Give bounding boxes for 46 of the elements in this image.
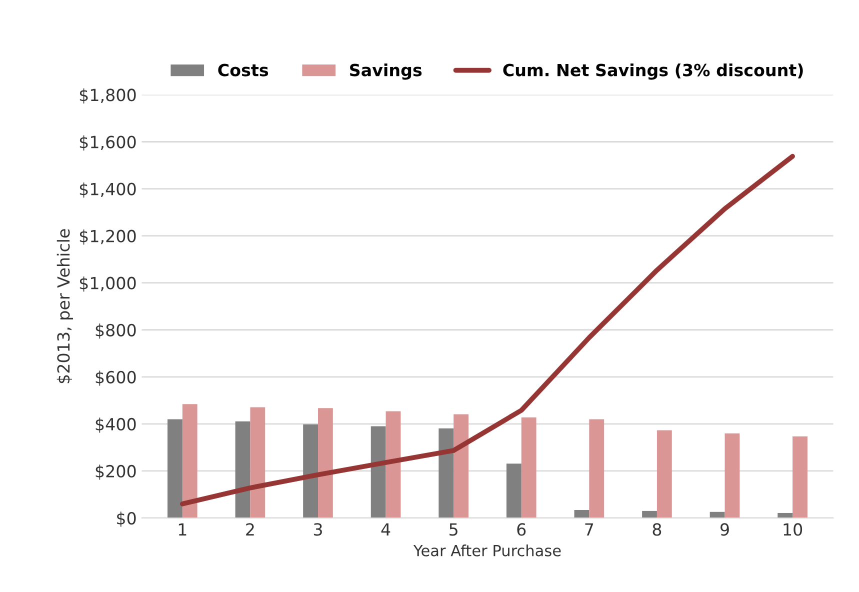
y-tick-label: $600 — [96, 370, 136, 386]
bar — [182, 404, 198, 518]
y-tick-label: $1,400 — [80, 182, 136, 198]
bar — [454, 414, 468, 518]
bar — [521, 417, 536, 518]
bar — [235, 421, 250, 518]
y-tick-label: $1,200 — [80, 229, 136, 245]
bar — [303, 424, 318, 518]
bar — [438, 428, 454, 518]
bar — [250, 407, 266, 518]
x-tick-label: 8 — [652, 523, 662, 536]
bar — [574, 510, 590, 518]
bar — [318, 408, 333, 518]
y-axis-title: $2013, per Vehicle — [56, 229, 73, 384]
legend-label: Costs — [218, 64, 268, 76]
legend-label: Savings — [350, 63, 422, 80]
x-axis-title: Year After Purchase — [413, 544, 561, 556]
y-tick-label: $1,800 — [80, 88, 136, 104]
line-series — [180, 154, 795, 506]
bar — [386, 411, 401, 518]
y-tick-label: $1,000 — [80, 276, 136, 292]
x-tick-label: 5 — [450, 523, 458, 536]
x-tick-label: 4 — [381, 523, 390, 536]
x-tick-label: 1 — [178, 523, 186, 536]
x-tick-label: 10 — [784, 523, 802, 536]
x-tick-label: 2 — [246, 523, 254, 536]
y-tick-label: $800 — [96, 324, 136, 339]
bar — [710, 512, 725, 518]
x-tick-label: 6 — [517, 523, 526, 536]
bar — [724, 433, 740, 518]
y-tick-label: $1,600 — [80, 135, 136, 151]
x-tick-label: 9 — [720, 523, 729, 536]
y-tick-label: $400 — [96, 418, 136, 433]
bar — [370, 426, 386, 518]
bar — [506, 464, 522, 518]
y-tick-label: $0 — [117, 512, 136, 527]
x-tick-label: 7 — [585, 523, 594, 536]
x-tick-label: 3 — [314, 523, 322, 536]
bar — [656, 430, 672, 518]
bar — [167, 419, 182, 518]
bar — [778, 513, 793, 518]
y-tick-label: $200 — [96, 464, 136, 480]
bar — [792, 436, 808, 518]
legend-label: Cum. Net Savings (3% discount) — [503, 63, 803, 80]
bar — [642, 510, 657, 518]
bar — [589, 419, 604, 518]
